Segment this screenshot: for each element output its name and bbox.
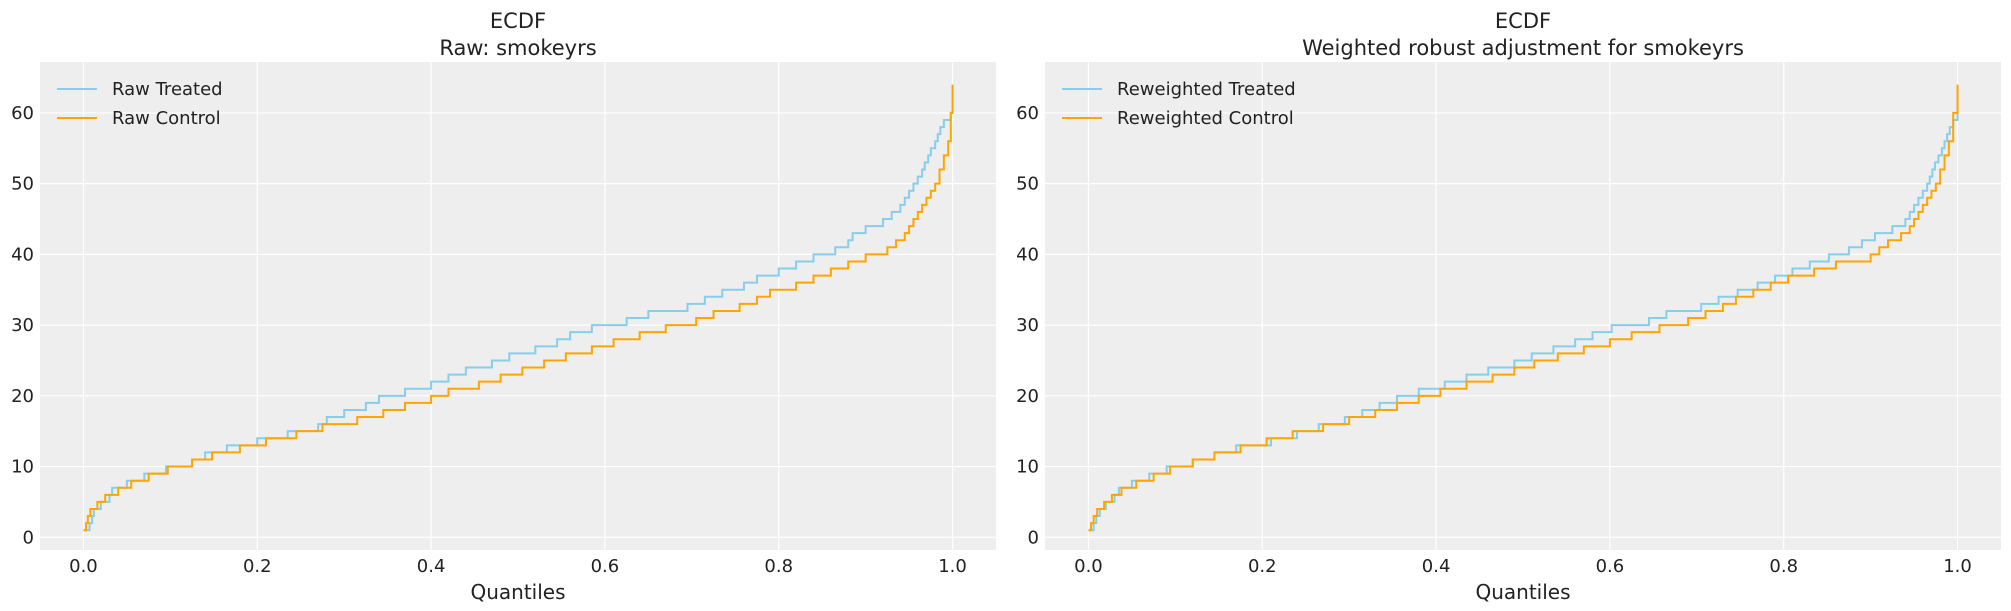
x-tick-label: 1.0 <box>938 556 967 577</box>
x-tick-label: 0.2 <box>1248 556 1277 577</box>
x-tick-label: 0.8 <box>764 556 793 577</box>
x-tick-label: 0.0 <box>1074 556 1103 577</box>
plot-area <box>1045 62 2001 550</box>
chart-panel-2: 0.0 0.2 0.4 0.6 0.8 1.0 0 10 20 30 40 50 60 ECDF Weigh… <box>1016 9 2001 604</box>
y-tick-label: 30 <box>11 315 34 336</box>
series-line-reweighted-control <box>1088 84 1959 532</box>
chart-title: ECDF <box>490 9 546 33</box>
legend-label: Raw Control <box>112 108 221 129</box>
legend-label: Reweighted Treated <box>1117 79 1296 100</box>
x-tick-label: 0.2 <box>243 556 272 577</box>
y-tick-label: 0 <box>23 527 34 548</box>
series-line-raw-control <box>83 84 954 532</box>
x-tick-label: 0.0 <box>69 556 98 577</box>
y-tick-label: 20 <box>1016 386 1039 407</box>
y-tick-label: 40 <box>1016 244 1039 265</box>
y-tick-label: 30 <box>1016 315 1039 336</box>
y-tick-label: 50 <box>1016 174 1039 195</box>
legend-label: Reweighted Control <box>1117 108 1294 129</box>
chart-subtitle: Raw: smokeyrs <box>439 36 596 60</box>
x-tick-label: 0.6 <box>591 556 620 577</box>
y-tick-label: 60 <box>1016 103 1039 124</box>
x-tick-label: 0.8 <box>1769 556 1798 577</box>
y-tick-label: 10 <box>11 457 34 478</box>
y-tick-label: 50 <box>11 174 34 195</box>
y-tick-label: 60 <box>11 103 34 124</box>
x-tick-label: 0.4 <box>1422 556 1451 577</box>
chart-panel-1: 0.0 0.2 0.4 0.6 0.8 1.0 0 10 20 30 40 50 60 ECDF Raw: … <box>11 9 996 604</box>
y-tick-label: 20 <box>11 386 34 407</box>
x-axis-label: Quantiles <box>1475 580 1570 604</box>
x-tick-label: 0.6 <box>1596 556 1625 577</box>
y-tick-label: 0 <box>1028 527 1039 548</box>
x-tick-label: 0.4 <box>417 556 446 577</box>
y-tick-label: 10 <box>1016 457 1039 478</box>
chart-title: ECDF <box>1495 9 1551 33</box>
x-axis-label: Quantiles <box>470 580 565 604</box>
plot-area <box>40 62 996 550</box>
x-tick-label: 1.0 <box>1943 556 1972 577</box>
legend-label: Raw Treated <box>112 79 223 100</box>
chart-subtitle: Weighted robust adjustment for smokeyrs <box>1302 36 1744 60</box>
y-tick-label: 40 <box>11 244 34 265</box>
